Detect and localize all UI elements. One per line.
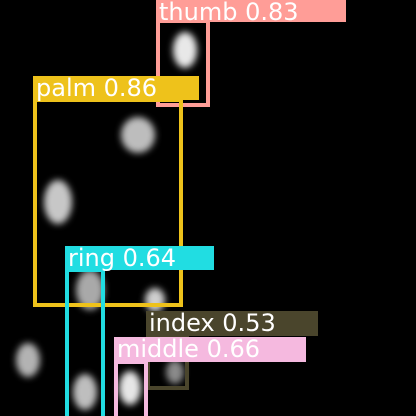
image-blob	[173, 32, 197, 68]
image-blob	[16, 343, 40, 377]
detection-label-palm: palm 0.86	[33, 76, 199, 100]
image-blob	[76, 270, 104, 310]
image-blob	[73, 374, 97, 410]
box-ring	[65, 268, 105, 416]
detection-label-thumb: thumb 0.83	[156, 0, 346, 24]
image-blob	[166, 360, 184, 384]
box-middle	[114, 360, 148, 416]
detection-label-index: index 0.53	[146, 311, 318, 336]
image-blob	[44, 180, 72, 224]
box-palm	[33, 98, 183, 307]
detection-label-ring: ring 0.64	[65, 246, 214, 270]
image-blob	[119, 371, 141, 405]
image-blob	[121, 117, 155, 153]
detection-label-middle: middle 0.66	[114, 337, 306, 362]
